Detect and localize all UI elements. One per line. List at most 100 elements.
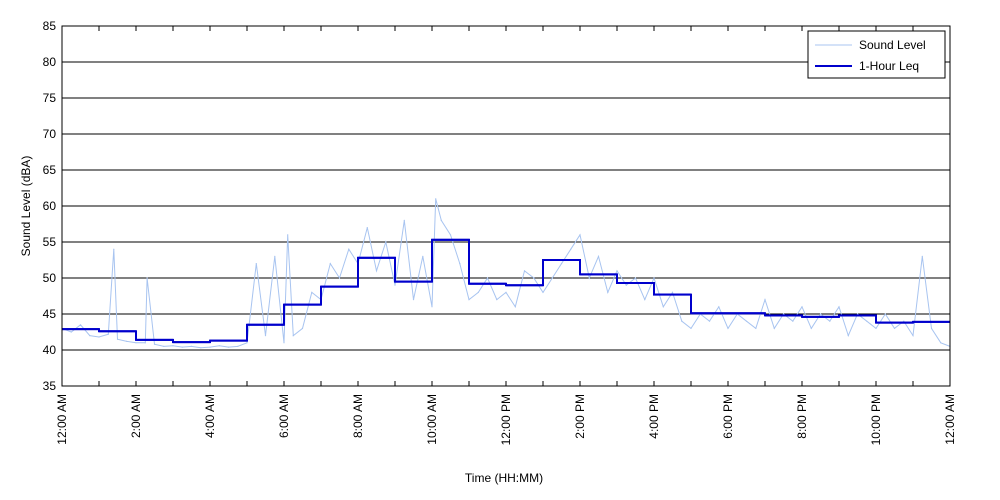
sound-level-point bbox=[144, 342, 146, 344]
sound-level-point bbox=[718, 306, 720, 308]
sound-level-point bbox=[422, 255, 424, 257]
sound-level-point bbox=[940, 342, 942, 344]
sound-level-point bbox=[588, 277, 590, 279]
sound-level-point bbox=[79, 324, 82, 326]
sound-level-point bbox=[912, 335, 914, 337]
sound-level-point bbox=[477, 291, 479, 293]
sound-level-point bbox=[681, 320, 683, 322]
sound-level-point bbox=[903, 320, 905, 322]
y-axis-ticks: 35 40 45 50 55 60 65 70 75 80 85 bbox=[43, 19, 950, 393]
sound-level-point bbox=[375, 270, 378, 272]
sound-level-point bbox=[847, 335, 849, 337]
sound-level-point bbox=[237, 345, 239, 347]
y-tick-label: 80 bbox=[43, 55, 57, 69]
sound-level-point bbox=[625, 284, 627, 286]
sound-level-point bbox=[496, 299, 498, 301]
x-tick-label: 10:00 AM bbox=[425, 394, 439, 445]
sound-level-point bbox=[338, 277, 341, 279]
sound-level-point bbox=[135, 342, 137, 344]
grid-lines bbox=[62, 61, 950, 351]
sound-level-point bbox=[190, 345, 193, 347]
sound-level-point bbox=[412, 299, 415, 301]
sound-level-point bbox=[653, 277, 655, 279]
sound-level-point bbox=[227, 346, 230, 348]
sound-level-point bbox=[755, 327, 757, 329]
sound-level-point bbox=[89, 335, 91, 337]
sound-level-point bbox=[866, 320, 868, 322]
x-tick-label: 6:00 AM bbox=[277, 394, 291, 438]
sound-level-point bbox=[163, 345, 165, 347]
sound-level-point bbox=[200, 347, 202, 349]
sound-level-point bbox=[505, 291, 507, 293]
sound-level-point bbox=[690, 327, 692, 329]
sound-level-point bbox=[264, 335, 267, 337]
x-tick-label: 4:00 PM bbox=[647, 394, 661, 439]
sound-level-point bbox=[921, 255, 923, 257]
sound-level-point bbox=[218, 345, 220, 347]
sound-level-point bbox=[671, 291, 674, 293]
y-tick-label: 40 bbox=[43, 343, 57, 357]
legend-label-leq: 1-Hour Leq bbox=[859, 59, 919, 73]
sound-level-point bbox=[348, 248, 350, 250]
sound-level-point bbox=[856, 313, 859, 315]
sound-level-point bbox=[533, 277, 535, 279]
sound-level-point bbox=[560, 263, 563, 265]
y-tick-label: 50 bbox=[43, 271, 57, 285]
sound-level-point bbox=[514, 306, 516, 308]
sound-level-point bbox=[523, 270, 526, 272]
sound-level-point bbox=[486, 277, 489, 279]
legend-label-sound-level: Sound Level bbox=[859, 38, 926, 52]
sound-level-point bbox=[209, 346, 211, 348]
sound-level-point bbox=[181, 346, 183, 348]
sound-level-point bbox=[745, 320, 748, 322]
sound-level-point bbox=[875, 327, 877, 329]
sound-level-point bbox=[708, 320, 711, 322]
sound-level-point bbox=[113, 248, 115, 250]
sound-level-point bbox=[98, 336, 100, 338]
sound-level-point bbox=[542, 291, 544, 293]
sound-level-point bbox=[107, 333, 109, 335]
sound-level-point bbox=[764, 299, 766, 301]
sound-level-point bbox=[311, 291, 313, 293]
y-tick-label: 55 bbox=[43, 235, 57, 249]
sound-level-point bbox=[153, 343, 156, 345]
sound-level-point bbox=[782, 313, 785, 315]
sound-level-point bbox=[597, 255, 600, 257]
sound-level-point bbox=[394, 284, 396, 286]
x-tick-label: 12:00 PM bbox=[499, 394, 513, 445]
y-tick-label: 85 bbox=[43, 19, 57, 33]
x-tick-label: 6:00 PM bbox=[721, 394, 735, 439]
sound-level-point bbox=[644, 299, 646, 301]
sound-level-point bbox=[792, 320, 794, 322]
x-tick-label: 4:00 AM bbox=[203, 394, 217, 438]
leq-series bbox=[62, 238, 950, 344]
sound-level-point bbox=[819, 313, 822, 315]
sound-level-point bbox=[810, 327, 812, 329]
sound-level-point bbox=[146, 277, 148, 279]
sound-level-point bbox=[579, 234, 581, 236]
sound-level-point bbox=[301, 327, 304, 329]
sound-level-point bbox=[801, 306, 803, 308]
y-axis-label: Sound Level (dBA) bbox=[19, 156, 33, 257]
x-tick-label: 12:00 AM bbox=[55, 394, 69, 445]
legend-box bbox=[807, 30, 946, 79]
sound-level-point bbox=[440, 219, 442, 221]
sound-level-point bbox=[329, 263, 331, 265]
y-tick-label: 35 bbox=[43, 379, 57, 393]
sound-level-point bbox=[435, 198, 437, 200]
x-tick-label: 8:00 PM bbox=[795, 394, 809, 439]
x-tick-label: 12:00 AM bbox=[943, 394, 957, 445]
sound-level-point bbox=[126, 340, 128, 342]
sound-level-point bbox=[274, 255, 276, 257]
sound-level-point bbox=[607, 291, 609, 293]
sound-level-point bbox=[930, 327, 933, 329]
y-tick-label: 65 bbox=[43, 163, 57, 177]
sound-level-point bbox=[431, 306, 433, 308]
sound-level-point bbox=[570, 248, 572, 250]
sound-level-point bbox=[292, 335, 294, 337]
sound-level-point bbox=[255, 263, 257, 265]
sound-level-point bbox=[773, 327, 775, 329]
y-tick-label: 60 bbox=[43, 199, 57, 213]
sound-level-point bbox=[172, 345, 174, 347]
